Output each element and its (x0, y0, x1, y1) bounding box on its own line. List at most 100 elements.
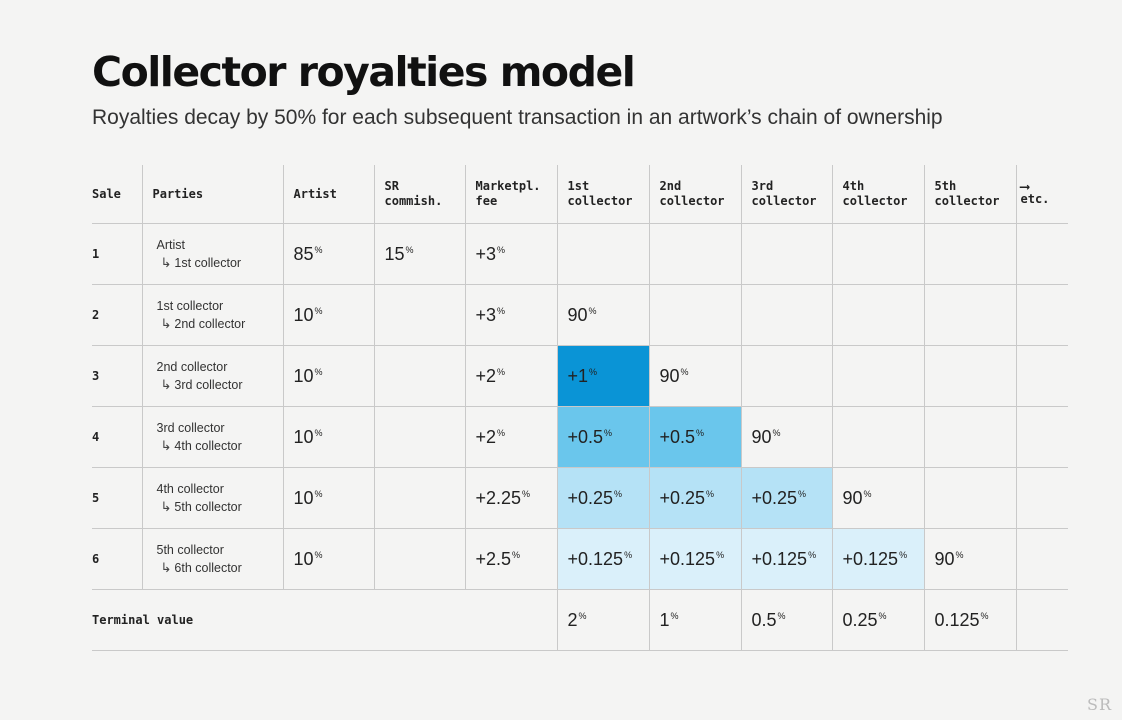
cell-value: 10 (293, 487, 314, 508)
cell-value: 10 (293, 426, 314, 447)
party-to: 2nd collector (174, 316, 246, 331)
etc-cell (1015, 345, 1068, 407)
percent-sign: % (706, 488, 715, 499)
table-row: 2 1st collector ↳ 2nd collector 10% +3% 90% (92, 284, 1068, 346)
percent-sign: % (588, 305, 597, 316)
sale-number: 2 (92, 284, 143, 346)
cell-value: +3 (475, 304, 497, 325)
table-row: 3 2nd collector ↳ 3rd collector 10% +2% +1% 90% (92, 345, 1068, 407)
terminal-value-row: Terminal value 2% 1% 0.5% 0.25% 0.125% (92, 589, 1068, 651)
value-cell: +0.25% (556, 467, 650, 529)
value-cell (740, 345, 833, 407)
parties-cell: 4th collector ↳ 5th collector (141, 467, 284, 529)
etc-cell (1015, 284, 1068, 346)
party-to-line: ↳ 3rd collector (157, 376, 277, 394)
column-header-line: 4th (842, 179, 865, 193)
column-header-line: 5th (934, 179, 957, 193)
value-cell: 10% (282, 284, 375, 346)
table-header-row: Sale Parties Artist SR commish. Marketpl. fee 1… (92, 165, 1068, 224)
percent-sign: % (314, 549, 323, 560)
sale-number: 5 (92, 467, 143, 529)
value-cell: +2% (464, 345, 558, 407)
parties-cell: 1st collector ↳ 2nd collector (141, 284, 284, 346)
cell-value: 15 (384, 243, 405, 264)
etc-cell (1015, 406, 1068, 468)
cell-value: 90 (659, 365, 680, 386)
value-cell: +0.125% (831, 528, 925, 590)
table-row: 5 4th collector ↳ 5th collector 10% +2.25% +0.… (92, 467, 1068, 529)
cell-value: +2 (475, 426, 497, 447)
value-cell (740, 223, 833, 285)
percent-sign: % (578, 610, 587, 621)
down-right-arrow-icon: ↳ (160, 559, 172, 575)
party-to: 3rd collector (174, 377, 243, 392)
down-right-arrow-icon: ↳ (160, 376, 172, 392)
cell-value: +0.125 (751, 548, 808, 569)
cell-value: 90 (842, 487, 863, 508)
value-cell: 90% (648, 345, 742, 407)
percent-sign: % (589, 366, 598, 377)
etc-cell (1015, 223, 1068, 285)
cell-value: +0.125 (842, 548, 899, 569)
percent-sign: % (696, 427, 705, 438)
cell-value: +0.5 (567, 426, 604, 447)
value-cell: +0.25% (648, 467, 742, 529)
value-cell (831, 223, 925, 285)
cell-value: 10 (293, 548, 314, 569)
etc-cell (1015, 528, 1068, 590)
value-cell (373, 284, 466, 346)
value-cell: +0.5% (556, 406, 650, 468)
page-title: Collector royalties model (92, 48, 636, 96)
sale-number: 6 (92, 528, 143, 590)
cell-value: +2 (475, 365, 497, 386)
column-header-line: 1st (567, 179, 590, 193)
parties-cell: 5th collector ↳ 6th collector (141, 528, 284, 590)
column-header: 1st collector (556, 165, 650, 224)
value-cell (923, 284, 1017, 346)
down-right-arrow-icon: ↳ (160, 437, 172, 453)
value-cell (923, 345, 1017, 407)
column-header-line: collector (934, 194, 1000, 208)
party-to: 1st collector (174, 255, 242, 270)
column-header: Sale (92, 165, 143, 224)
column-header-line: Parties (152, 186, 204, 201)
column-header-line: Sale (92, 186, 121, 201)
column-header: 2nd collector (648, 165, 742, 224)
etc-column-header: ⟶ etc. (1015, 165, 1068, 224)
table-row: 4 3rd collector ↳ 4th collector 10% +2% +0.5% +… (92, 406, 1068, 468)
value-cell: 10% (282, 528, 375, 590)
sale-number: 4 (92, 406, 143, 468)
percent-sign: % (512, 549, 521, 560)
percent-sign: % (680, 366, 689, 377)
cell-value: 1 (659, 609, 670, 630)
value-cell (373, 406, 466, 468)
party-to-line: ↳ 4th collector (157, 437, 277, 455)
party-to-line: ↳ 6th collector (157, 559, 277, 577)
value-cell: 90% (556, 284, 650, 346)
percent-sign: % (314, 366, 323, 377)
percent-sign: % (863, 488, 872, 499)
value-cell: +2% (464, 406, 558, 468)
party-from: 3rd collector (156, 420, 225, 435)
value-cell: 90% (923, 528, 1017, 590)
percent-sign: % (716, 549, 725, 560)
percent-sign: % (497, 427, 506, 438)
percent-sign: % (405, 244, 414, 255)
etc-cell (1015, 467, 1068, 529)
right-arrow-icon: ⟶ (1020, 178, 1029, 195)
party-from: 4th collector (156, 481, 224, 496)
sr-watermark: SR (1086, 695, 1112, 714)
column-header-line: 2nd (659, 179, 682, 193)
down-right-arrow-icon: ↳ (160, 254, 172, 270)
sale-number: 1 (92, 223, 143, 285)
percent-sign: % (980, 610, 989, 621)
value-cell: 10% (282, 406, 375, 468)
value-cell: +0.125% (648, 528, 742, 590)
percent-sign: % (955, 549, 964, 560)
percent-sign: % (772, 427, 781, 438)
page-subtitle: Royalties decay by 50% for each subseque… (92, 106, 943, 129)
percent-sign: % (497, 305, 506, 316)
column-header: Artist (282, 165, 375, 224)
cell-value: 0.125 (934, 609, 980, 630)
party-from: 2nd collector (156, 359, 228, 374)
